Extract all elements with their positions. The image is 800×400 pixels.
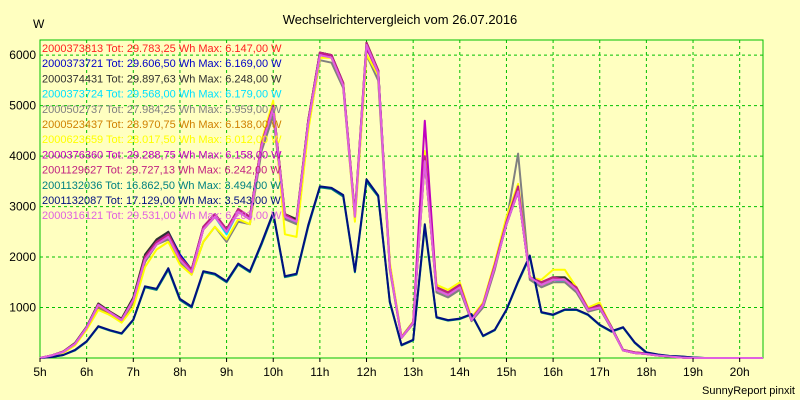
legend-entry-2000523437: 2000523437 Tot: 28.970,75 Wh Max: 6.138,… — [42, 119, 282, 131]
series-layer — [39, 41, 763, 359]
x-tick-label: 13h — [403, 365, 423, 379]
x-tick-label: 6h — [80, 365, 93, 379]
x-tick-label: 10h — [263, 365, 283, 379]
x-tick-label: 12h — [357, 365, 377, 379]
legend-entry-2000374431: 2000374431 Tot: 29.897,63 Wh Max: 6.248,… — [42, 73, 282, 85]
x-tick-label: 5h — [33, 365, 46, 379]
chart-title: Wechselrichtervergleich vom 26.07.2016 — [283, 12, 518, 27]
legend-entry-2000373721: 2000373721 Tot: 29.606,50 Wh Max: 6.169,… — [42, 58, 282, 70]
x-tick-label: 15h — [496, 365, 516, 379]
x-tick-label: 18h — [636, 365, 656, 379]
legend-entry-2001132087: 2001132087 Tot: 17.129,00 Wh Max: 3.543,… — [42, 195, 281, 207]
y-tick-label: 5000 — [9, 99, 36, 113]
y-tick-label: 6000 — [9, 48, 36, 62]
legend-entry-2000316121: 2000316121 Tot: 29.531,00 Wh Max: 6.203,… — [42, 210, 282, 222]
legend: 2000373813 Tot: 29.783,25 Wh Max: 6.147,… — [42, 43, 282, 222]
y-tick-label: 3000 — [9, 200, 36, 214]
x-tick-label: 8h — [173, 365, 186, 379]
x-tick-label: 19h — [683, 365, 703, 379]
footer-credit: SunnyReport pinxit — [702, 385, 795, 397]
legend-entry-2001129627: 2001129627 Tot: 29.727,13 Wh Max: 6.242,… — [42, 165, 281, 177]
x-tick-label: 20h — [730, 365, 750, 379]
x-tick-label: 7h — [127, 365, 140, 379]
legend-entry-2000623659: 2000623659 Tot: 28.017,50 Wh Max: 6.012,… — [42, 134, 282, 146]
axes: 1000 2000 3000 4000 5000 6000 5h 6h 7h 8h 9h 10h 11h… — [9, 48, 749, 379]
legend-entry-2000502737: 2000502737 Tot: 27.984,25 Wh Max: 5.959,… — [42, 104, 282, 116]
plot-frame — [39, 39, 764, 359]
legend-entry-2001132036: 2001132036 Tot: 16.862,50 Wh Max: 3.494,… — [42, 180, 281, 192]
x-tick-label: 16h — [543, 365, 563, 379]
grid — [39, 39, 764, 359]
x-tick-label: 17h — [590, 365, 610, 379]
x-tick-label: 11h — [310, 365, 329, 379]
series-line-2000316121 — [39, 44, 763, 359]
legend-entry-2000373813: 2000373813 Tot: 29.783,25 Wh Max: 6.147,… — [42, 43, 282, 55]
y-tick-label: 1000 — [9, 301, 36, 315]
legend-entry-2000373724: 2000373724 Tot: 29.568,00 Wh Max: 6.179,… — [42, 89, 282, 101]
y-tick-label: 4000 — [9, 149, 36, 163]
series-line-2001132087 — [39, 178, 763, 359]
y-tick-label: 2000 — [9, 250, 36, 264]
legend-entry-2000376360: 2000376360 Tot: 29.288,75 Wh Max: 6.158,… — [42, 149, 282, 161]
x-tick-label: 14h — [450, 365, 470, 379]
x-tick-label: 9h — [220, 365, 233, 379]
y-axis-label: W — [33, 17, 45, 31]
